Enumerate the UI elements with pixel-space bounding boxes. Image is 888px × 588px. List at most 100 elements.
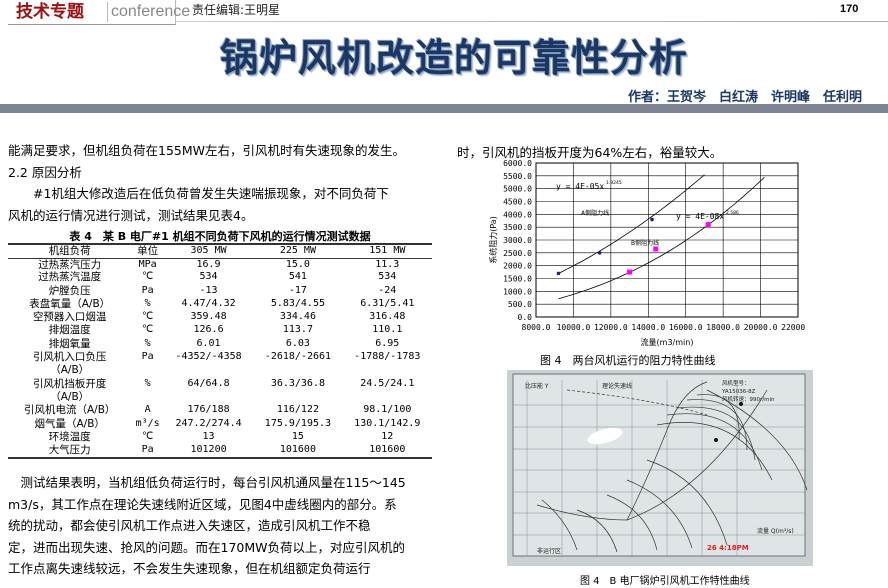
table-cell [131,364,164,377]
table-cell: 101600 [369,444,406,456]
table-cell: 6.31/5.41 [360,297,415,309]
y-tick-label: 5000.0 [503,185,532,194]
text-line: 统的扰动，都会使引风机工作点进入失速区，造成引风机工作不稳 [8,518,371,533]
y-tick-label: 3500.0 [503,223,532,232]
header-divider [176,21,888,22]
trendline-b [558,177,765,300]
x-tick-label: 14000.0 [631,323,665,332]
x-tick-label: 12000.0 [594,323,628,332]
photo-caption: 图 4 B 电厂锅炉引风机工作特性曲线 [580,576,750,587]
table-cell: 6.03 [285,337,310,349]
x-tick-label: 8000.0 [522,323,551,332]
y-tick-label: 1500.0 [503,275,532,284]
table-row: 排烟氧量% 6.01 6.03 6.95 [8,338,432,351]
table-cell: ℃ [142,311,154,323]
table-cell [164,391,253,404]
y-tick-label: 2000.0 [503,262,532,271]
x-tick-label: 22000.0 [781,323,806,332]
table-cell [343,364,432,377]
article-authors: 作者：王贺岑 白红涛 许明峰 任利明 [627,90,862,105]
table-cell [253,391,342,404]
table-cell [253,364,342,377]
x-axis-label: 流量(m3/min) [641,337,694,347]
fan-performance-photo: 比压能 Y 理论失速线 风机型号： YA15036-8Z 风机转速：990r/m… [507,370,813,566]
table-cell [131,391,164,404]
table-cell: 15.0 [285,258,310,270]
table-row: 空预器入口烟温 ℃ 359.48 334.46 316.48 [8,311,432,324]
text-line: 能满足要求，但机组负荷在155MW左右，引风机时有失速现象的发生。 [8,143,406,158]
table-row: 表盘氧量（A/B）% 4.47/4.32 5.83/4.55 6.31/5.41 [8,298,432,311]
table-cell: 15 [291,430,304,442]
y-tick-label: 2500.0 [503,249,532,258]
text-line: 工作点离失速线较远，不会发生失速现象，但在机组额定负荷运行 [8,561,371,576]
results-paragraph: 测试结果表明，当机组低负荷运行时，每台引风机通风量在115～145 m3/s，其… [8,472,406,580]
x-tick-label: 16000.0 [669,323,703,332]
y-tick-label: 4000.0 [503,210,532,219]
text-line: m3/s，其工作点在理论失速线附近区域，见图4中虚线圈内的部分。系 [8,496,397,512]
photo-y-label: 比压能 Y [525,382,549,390]
section-title: 技术专题 [16,2,84,22]
table-cell: -1788/-1783 [354,351,421,363]
table-cell: 126.6 [193,324,224,336]
row-label: 引风机电流（A/B） [23,404,116,417]
chart-caption: 图 4 两台风机运行的阻力特性曲线 [540,354,716,367]
text-line: 测试结果表明，当机组低负荷运行时，每台引风机通风量在115～145 [8,475,406,490]
trendline-equation: y = 4E-08x [676,212,724,221]
column-header: 机组负荷 [8,244,132,259]
x-tick-label: 10000.0 [557,323,591,332]
table-row: 过热蒸汽温度 ℃ 534 541 534 [8,271,432,284]
table-row: 炉膛负压 Pa -13 -17 -24 [8,285,432,298]
text-line: 定，进而出现失速、抢风的问题。而在170MW负荷以上，对应引风机的 [8,539,406,555]
table-cell: 36.3/36.8 [270,377,325,389]
table-cell: MPa [138,258,157,270]
photo-timestamp: 26 4:18PM [707,544,749,552]
table-cell: 175.9/195.3 [264,417,332,429]
table-cell: 12 [381,430,394,442]
table-cell: 113.7 [282,324,313,336]
table-cell: 534 [199,271,218,283]
table-cell: 247.2/274.4 [175,417,242,429]
table-row: 大气压力 Pa 101200 101600 101600 [8,444,432,458]
data-point-a [556,271,561,276]
table-cell: ℃ [142,430,154,442]
test-data-table: 机组负荷 单位 305 MW 225 MW 151 MW 过热蒸汽压力 MPa 16.9 15… [8,243,432,459]
series-label: A侧阻力线 [581,209,609,217]
text-line: 风机的运行情况进行测试，测试结果见表4。 [8,207,254,223]
column-header: 225 MW [253,244,343,259]
page-number: 170 [840,3,859,15]
table-cell: 4.47/4.32 [181,297,236,309]
y-tick-label: 6000.0 [503,159,532,168]
photo-fan-model-label: 风机型号： [722,379,750,387]
y-tick-label: 3000.0 [503,236,532,245]
row-label: 排烟氧量 [48,337,91,350]
table-cell: 130.1/142.9 [354,417,421,429]
column-header: 单位 [131,244,164,259]
table-cell: m³/s [135,417,160,429]
table-cell: Pa [141,284,154,296]
table-cell: 534 [378,271,397,283]
table-row: （A/B） [8,364,432,377]
table-cell: 13 [202,430,215,442]
left-column-text: 能满足要求，但机组负荷在155MW左右，引风机时有失速现象的发生。 2.2 原因… [8,140,443,226]
row-label: 引风机入口负压 [32,351,107,364]
photo-speed: 风机转速：990r/min [722,395,775,403]
table-cell: 316.48 [369,311,406,323]
row-label: 炉膛负压 [48,284,91,297]
table-cell: -24 [378,284,397,296]
table-cell: -2618/-2661 [264,351,332,363]
row-label: （A/B） [50,390,90,403]
row-label: 空预器入口烟温 [32,311,107,324]
table-cell: 110.1 [372,324,403,336]
photo-region-label: 非运行区 [537,547,561,555]
data-point-b [627,269,633,275]
table-cell: A [144,404,151,416]
row-label: 烟气量（A/B） [34,417,105,430]
fan-curve-drawing: 比压能 Y 理论失速线 风机型号： YA15036-8Z 风机转速：990r/m… [512,373,808,557]
table-row: 过热蒸汽压力 MPa 16.9 15.0 11.3 [8,258,432,271]
table-row: 引风机入口负压 Pa -4352/-4358 -2618/-2661 -1788/-17… [8,351,432,364]
table-cell: % [144,337,151,349]
table-header-row: 机组负荷 单位 305 MW 225 MW 151 MW [8,244,432,259]
row-label: 表盘氧量（A/B） [29,297,111,310]
table-cell: 5.83/4.55 [270,297,325,309]
data-point-a [597,251,602,255]
